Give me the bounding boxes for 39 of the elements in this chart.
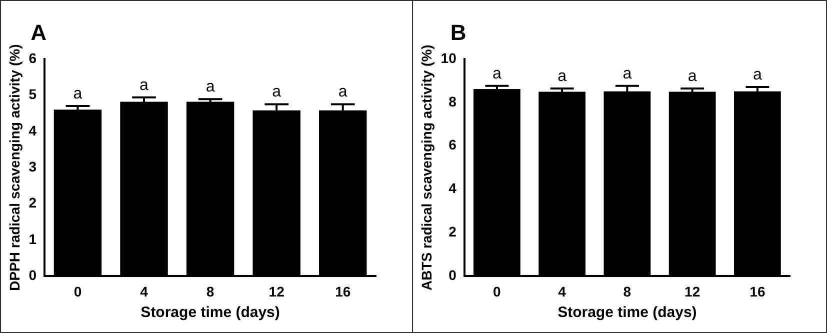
data-label: a bbox=[140, 76, 149, 94]
data-label: a bbox=[622, 65, 632, 82]
data-label: a bbox=[752, 66, 762, 84]
y-tick-label: 3 bbox=[28, 158, 37, 174]
x-tick-label: 16 bbox=[750, 283, 766, 300]
x-tick-label: 0 bbox=[74, 283, 82, 300]
y-tick-label: 10 bbox=[440, 50, 457, 66]
y-tick-label: 4 bbox=[28, 122, 37, 138]
chart-title: B bbox=[450, 20, 466, 46]
data-label: a bbox=[338, 84, 348, 101]
y-tick-label: 0 bbox=[28, 267, 37, 284]
y-tick-label: 0 bbox=[448, 267, 457, 284]
y-axis-title: ABTS radical scavenging activity (%) bbox=[418, 44, 434, 291]
y-tick-label: 2 bbox=[28, 194, 37, 211]
x-tick-label: 8 bbox=[623, 283, 632, 300]
data-label: a bbox=[272, 84, 282, 101]
y-tick-label: 2 bbox=[448, 224, 457, 240]
data-label: a bbox=[688, 68, 697, 85]
data-label: a bbox=[206, 78, 215, 96]
data-label: a bbox=[492, 65, 502, 82]
x-tick-label: 4 bbox=[558, 283, 566, 300]
x-tick-label: 16 bbox=[335, 283, 351, 300]
y-tick-label: 6 bbox=[28, 50, 37, 66]
y-tick-label: 5 bbox=[28, 86, 37, 102]
y-tick-label: 6 bbox=[448, 136, 457, 153]
y-tick-label: 4 bbox=[448, 180, 457, 196]
x-axis-title: Storage time (days) bbox=[558, 304, 697, 322]
data-label: a bbox=[558, 68, 567, 85]
x-tick-label: 0 bbox=[493, 283, 502, 300]
x-tick-label: 12 bbox=[684, 283, 700, 300]
y-tick-label: 8 bbox=[448, 93, 457, 110]
data-label: a bbox=[73, 85, 82, 102]
x-axis-title: Storage time (days) bbox=[140, 304, 280, 322]
x-tick-label: 8 bbox=[206, 283, 214, 300]
x-tick-label: 12 bbox=[268, 283, 285, 300]
x-tick-label: 4 bbox=[140, 283, 148, 300]
chart-title: A bbox=[30, 20, 47, 46]
y-tick-label: 1 bbox=[28, 230, 37, 247]
y-axis-title: DPPH radical scavenging activity (%) bbox=[6, 44, 22, 291]
